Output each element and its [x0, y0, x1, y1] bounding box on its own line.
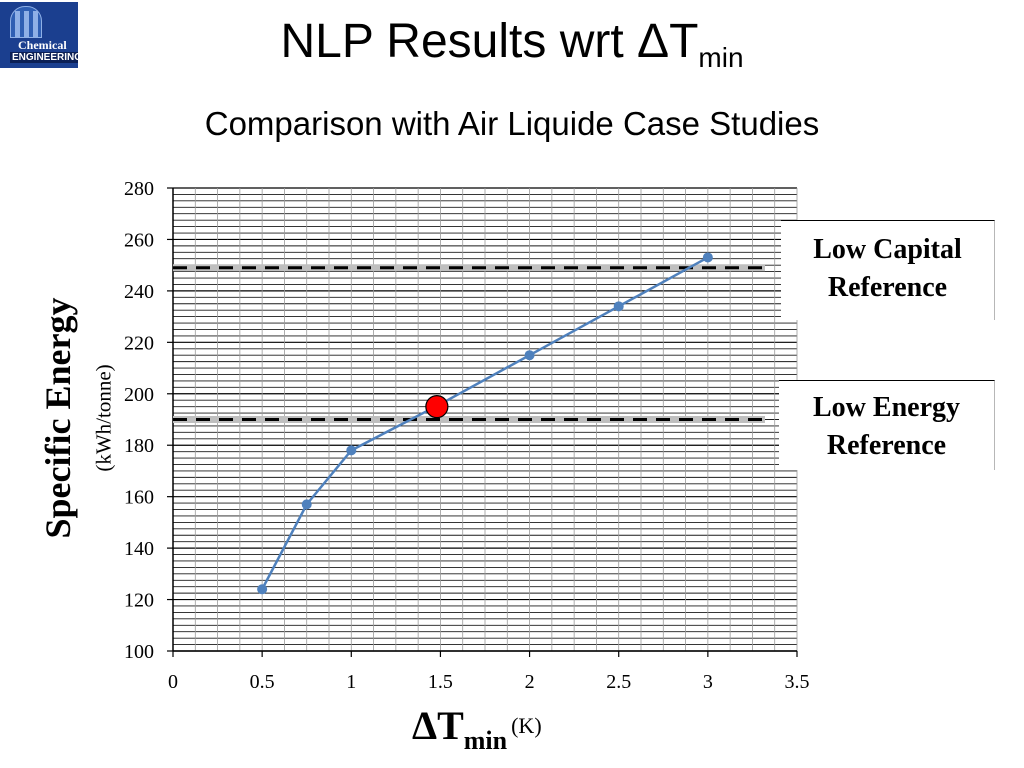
reference-lines	[173, 264, 765, 423]
y-tick-label: 160	[124, 487, 154, 509]
data-series	[257, 252, 713, 595]
y-tick-label: 240	[124, 281, 154, 303]
highlighted-data-point	[425, 395, 449, 419]
chemical-engineering-logo: Chemical ENGINEERING	[0, 2, 78, 68]
y-tick-label: 280	[124, 178, 154, 200]
y-tick-label: 220	[124, 332, 154, 354]
logo-text-engineering: ENGINEERING	[10, 52, 78, 63]
slide-title: NLP Results wrt ΔTmin	[0, 12, 1024, 88]
y-tick-label: 200	[124, 384, 154, 406]
slide-title-text: NLP Results wrt	[280, 15, 638, 68]
slide-subtitle: Comparison with Air Liquide Case Studies	[204, 105, 820, 142]
x-tick-label: 3.5	[785, 671, 810, 693]
low-energy-line2: Reference	[826, 430, 947, 461]
x-axis-subscript: min	[463, 726, 508, 755]
y-axis-label: Specific Energy	[38, 297, 78, 539]
logo-text-chemical: Chemical	[18, 38, 67, 52]
logo-tower-icon	[10, 6, 42, 38]
low-energy-line1: Low Energy	[813, 392, 960, 423]
x-tick-label: 3	[703, 671, 713, 693]
low-capital-line2: Reference	[827, 272, 948, 303]
data-point	[613, 301, 624, 312]
x-axis-unit: (K)	[511, 713, 542, 738]
y-axis-unit: (kWh/tonne)	[91, 364, 116, 472]
data-point	[702, 252, 713, 263]
low-energy-reference-label: Low Energy Reference	[779, 380, 995, 470]
y-tick-label: 140	[124, 538, 154, 560]
data-point	[346, 445, 357, 456]
y-tick-label: 100	[124, 641, 154, 663]
low-capital-line1: Low Capital	[813, 234, 962, 265]
slide-title-subscript: min	[698, 42, 744, 73]
y-tick-label: 180	[124, 435, 154, 457]
x-axis-symbol: ΔT	[412, 703, 464, 748]
y-tick-label: 260	[124, 229, 154, 251]
data-point	[524, 350, 535, 361]
x-axis-label: ΔTmin(K)	[412, 702, 542, 756]
data-point	[257, 584, 268, 595]
slide-title-symbol: ΔT	[637, 15, 699, 68]
data-point	[301, 499, 312, 510]
x-tick-label: 2	[525, 671, 535, 693]
x-tick-label: 1	[346, 671, 356, 693]
x-tick-label: 2.5	[606, 671, 631, 693]
x-tick-label: 1.5	[428, 671, 453, 693]
tick-labels: 100 120 140 160 180 200 220 240 260 280 0 0.5 1 1.5 2 2…	[124, 178, 810, 693]
x-tick-label: 0.5	[250, 671, 275, 693]
low-capital-reference-label: Low Capital Reference	[781, 220, 995, 320]
y-tick-label: 120	[124, 590, 154, 612]
x-tick-label: 0	[168, 671, 178, 693]
